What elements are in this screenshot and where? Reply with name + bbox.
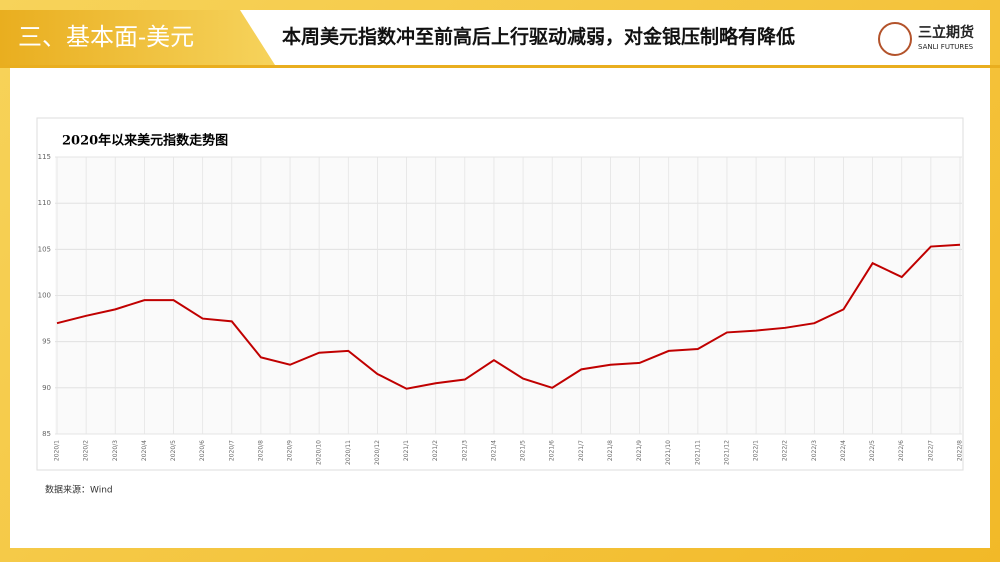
x-tick-label: 2020/5 <box>170 440 177 461</box>
y-tick-label: 95 <box>42 338 51 346</box>
x-tick-label: 2021/5 <box>520 440 527 461</box>
x-tick-label: 2022/4 <box>840 440 847 461</box>
logo-icon <box>878 22 912 56</box>
x-tick-label: 2020/3 <box>112 440 119 461</box>
x-tick-label: 2022/3 <box>811 440 818 461</box>
x-tick-label: 2021/9 <box>636 440 643 461</box>
section-title: 三、基本面-美元 <box>0 10 275 65</box>
chart-title: 2020年以来美元指数走势图 <box>62 133 228 149</box>
x-tick-label: 2021/4 <box>490 440 497 461</box>
y-tick-label: 85 <box>42 430 51 438</box>
x-tick-label: 2022/6 <box>898 440 905 461</box>
x-tick-label: 2020/9 <box>287 440 294 461</box>
x-tick-label: 2020/4 <box>141 440 148 461</box>
y-tick-label: 115 <box>38 153 51 161</box>
x-tick-label: 2022/8 <box>957 440 964 461</box>
y-tick-label: 90 <box>42 384 51 392</box>
x-tick-label: 2020/6 <box>199 440 206 461</box>
y-tick-label: 100 <box>38 292 51 300</box>
x-tick-label: 2022/1 <box>753 440 760 461</box>
x-tick-label: 2022/5 <box>869 440 876 461</box>
x-tick-label: 2021/6 <box>549 440 556 461</box>
line-series <box>56 243 961 390</box>
x-tick-label: 2021/8 <box>607 440 614 461</box>
source-note: 数据来源：Wind <box>45 484 113 496</box>
x-tick-label: 2021/7 <box>578 440 585 461</box>
x-tick-label: 2020/7 <box>228 440 235 461</box>
x-tick-label: 2021/3 <box>461 440 468 461</box>
x-tick-label: 2020/12 <box>374 440 381 465</box>
y-tick-label: 105 <box>38 245 51 253</box>
x-tick-label: 2021/11 <box>694 440 701 465</box>
header-rule <box>0 65 1000 68</box>
logo-subtitle: SANLI FUTURES <box>918 43 974 51</box>
y-tick-label: 110 <box>38 199 51 207</box>
logo-name: 三立期货 <box>918 25 974 41</box>
x-tick-label: 2022/2 <box>782 440 789 461</box>
x-tick-label: 2020/2 <box>83 440 90 461</box>
x-tick-label: 2021/2 <box>432 440 439 461</box>
x-tick-label: 2020/1 <box>54 440 61 461</box>
x-tick-label: 2020/8 <box>257 440 264 461</box>
headline: 本周美元指数冲至前高后上行驱动减弱，对金银压制略有降低 <box>282 26 796 48</box>
x-tick-label: 2022/7 <box>927 440 934 461</box>
x-tick-label: 2021/10 <box>665 440 672 465</box>
x-tick-label: 2021/1 <box>403 440 410 461</box>
x-tick-label: 2020/11 <box>345 440 352 465</box>
x-tick-label: 2020/10 <box>316 440 323 465</box>
x-tick-label: 2021/12 <box>723 440 730 465</box>
